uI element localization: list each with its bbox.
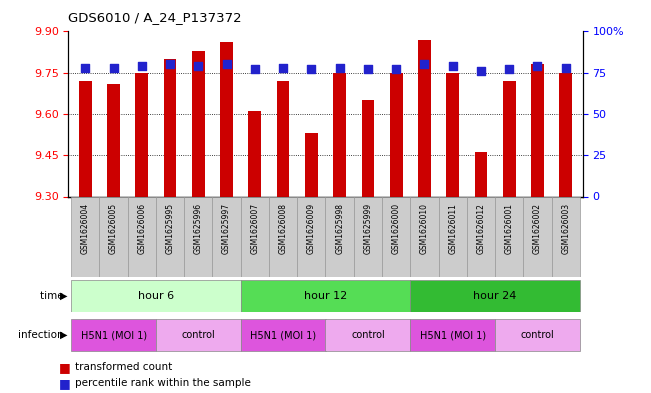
Bar bbox=[71, 196, 100, 277]
Bar bbox=[523, 196, 551, 277]
Bar bbox=[475, 152, 488, 196]
Bar bbox=[212, 196, 241, 277]
Text: GSM1626003: GSM1626003 bbox=[561, 203, 570, 254]
Bar bbox=[184, 196, 212, 277]
Text: transformed count: transformed count bbox=[75, 362, 172, 373]
Text: hour 6: hour 6 bbox=[138, 291, 174, 301]
Bar bbox=[277, 81, 290, 196]
Text: H5N1 (MOI 1): H5N1 (MOI 1) bbox=[420, 330, 486, 340]
Text: GSM1626000: GSM1626000 bbox=[392, 203, 400, 254]
Bar bbox=[559, 73, 572, 196]
Text: control: control bbox=[351, 330, 385, 340]
Bar bbox=[390, 73, 402, 196]
Text: GSM1625995: GSM1625995 bbox=[165, 203, 174, 254]
Text: percentile rank within the sample: percentile rank within the sample bbox=[75, 378, 251, 388]
Point bbox=[137, 63, 147, 69]
Bar bbox=[495, 196, 523, 277]
Text: control: control bbox=[182, 330, 215, 340]
Bar bbox=[410, 319, 495, 351]
Bar bbox=[418, 40, 431, 197]
Bar bbox=[135, 73, 148, 196]
Text: H5N1 (MOI 1): H5N1 (MOI 1) bbox=[81, 330, 146, 340]
Bar bbox=[71, 319, 156, 351]
Point bbox=[476, 68, 486, 74]
Point bbox=[447, 63, 458, 69]
Bar bbox=[495, 319, 580, 351]
Bar bbox=[241, 280, 410, 312]
Bar bbox=[382, 196, 410, 277]
Point bbox=[108, 64, 118, 71]
Bar bbox=[241, 196, 269, 277]
Text: GSM1626001: GSM1626001 bbox=[505, 203, 514, 254]
Text: GSM1625997: GSM1625997 bbox=[222, 203, 231, 254]
Bar bbox=[163, 59, 176, 196]
Bar bbox=[128, 196, 156, 277]
Text: GSM1626012: GSM1626012 bbox=[477, 203, 486, 254]
Bar bbox=[79, 81, 92, 196]
Text: GSM1625998: GSM1625998 bbox=[335, 203, 344, 254]
Bar bbox=[71, 280, 241, 312]
Bar bbox=[551, 196, 580, 277]
Text: infection: infection bbox=[18, 330, 67, 340]
Bar bbox=[156, 196, 184, 277]
Text: hour 12: hour 12 bbox=[304, 291, 347, 301]
Text: time: time bbox=[40, 291, 67, 301]
Bar bbox=[326, 196, 353, 277]
Bar bbox=[531, 64, 544, 196]
Bar bbox=[249, 111, 261, 196]
Point bbox=[249, 66, 260, 73]
Text: GSM1626008: GSM1626008 bbox=[279, 203, 288, 254]
Point bbox=[80, 64, 90, 71]
Point bbox=[306, 66, 316, 73]
Bar bbox=[439, 196, 467, 277]
Bar bbox=[361, 100, 374, 196]
Text: ■: ■ bbox=[59, 361, 70, 374]
Bar bbox=[220, 42, 233, 196]
Bar bbox=[241, 319, 326, 351]
Point bbox=[533, 63, 543, 69]
Text: hour 24: hour 24 bbox=[473, 291, 517, 301]
Bar bbox=[326, 319, 410, 351]
Bar bbox=[305, 133, 318, 196]
Point bbox=[221, 61, 232, 68]
Point bbox=[561, 64, 571, 71]
Text: GSM1625996: GSM1625996 bbox=[194, 203, 203, 254]
Bar bbox=[353, 196, 382, 277]
Bar bbox=[410, 196, 439, 277]
Point bbox=[363, 66, 373, 73]
Point bbox=[419, 61, 430, 68]
Bar bbox=[192, 51, 204, 196]
Text: ▶: ▶ bbox=[59, 330, 67, 340]
Text: GSM1626002: GSM1626002 bbox=[533, 203, 542, 254]
Point bbox=[278, 64, 288, 71]
Text: H5N1 (MOI 1): H5N1 (MOI 1) bbox=[250, 330, 316, 340]
Bar bbox=[503, 81, 516, 196]
Text: GDS6010 / A_24_P137372: GDS6010 / A_24_P137372 bbox=[68, 11, 242, 24]
Text: control: control bbox=[521, 330, 554, 340]
Bar bbox=[156, 319, 241, 351]
Point bbox=[504, 66, 514, 73]
Bar bbox=[269, 196, 298, 277]
Text: GSM1626007: GSM1626007 bbox=[251, 203, 259, 254]
Text: GSM1626005: GSM1626005 bbox=[109, 203, 118, 254]
Point bbox=[391, 66, 402, 73]
Point bbox=[193, 63, 204, 69]
Point bbox=[335, 64, 345, 71]
Text: GSM1626004: GSM1626004 bbox=[81, 203, 90, 254]
Bar bbox=[298, 196, 326, 277]
Text: ■: ■ bbox=[59, 376, 70, 390]
Bar bbox=[100, 196, 128, 277]
Text: GSM1626009: GSM1626009 bbox=[307, 203, 316, 254]
Bar bbox=[447, 73, 459, 196]
Bar bbox=[467, 196, 495, 277]
Text: GSM1626006: GSM1626006 bbox=[137, 203, 146, 254]
Text: GSM1625999: GSM1625999 bbox=[363, 203, 372, 254]
Bar bbox=[410, 280, 580, 312]
Bar bbox=[333, 73, 346, 196]
Point bbox=[165, 61, 175, 68]
Bar bbox=[107, 84, 120, 196]
Text: GSM1626011: GSM1626011 bbox=[448, 203, 457, 254]
Text: GSM1626010: GSM1626010 bbox=[420, 203, 429, 254]
Text: ▶: ▶ bbox=[59, 291, 67, 301]
